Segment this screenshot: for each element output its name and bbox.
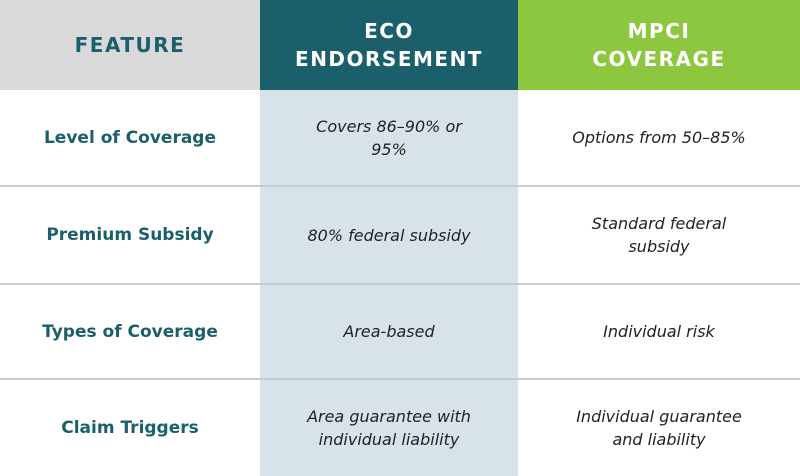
- row-label: Types of Coverage: [42, 321, 218, 342]
- row-label-cell: Level of Coverage: [0, 90, 260, 185]
- table-cell-cell: Individual guarantee and liability: [518, 378, 800, 476]
- row-label: Claim Triggers: [61, 418, 199, 438]
- table-cell-cell: Options from 50–85%: [518, 90, 800, 185]
- row-label-cell: Premium Subsidy: [0, 185, 260, 283]
- column-header-cell: MPCI COVERAGE: [518, 0, 800, 90]
- table-cell: 80% federal subsidy: [307, 225, 471, 245]
- row-label-cell: Types of Coverage: [0, 283, 260, 378]
- table-cell: Options from 50–85%: [572, 128, 746, 147]
- table-cell-cell: Area guarantee with individual liability: [260, 378, 518, 476]
- table-cell-cell: Area-based: [260, 283, 518, 378]
- table-cell-cell: Standard federal subsidy: [518, 185, 800, 283]
- column-header-cell: ECO ENDORSEMENT: [260, 0, 518, 90]
- row-label-cell: Claim Triggers: [0, 378, 260, 476]
- row-label: Premium Subsidy: [46, 225, 214, 245]
- table-cell-cell: Individual risk: [518, 283, 800, 378]
- column-header: ECO ENDORSEMENT: [295, 19, 483, 71]
- table-cell: Covers 86–90% or 95%: [316, 116, 462, 159]
- table-cell-cell: Covers 86–90% or 95%: [260, 90, 518, 185]
- table-cell: Individual guarantee and liability: [576, 407, 742, 449]
- table-cell: Area-based: [343, 322, 435, 341]
- column-header-cell: FEATURE: [0, 0, 260, 90]
- table-cell: Standard federal subsidy: [591, 214, 727, 256]
- table-cell: Area guarantee with individual liability: [307, 407, 471, 449]
- row-label: Level of Coverage: [43, 127, 217, 148]
- column-header: FEATURE: [74, 33, 186, 57]
- column-header: MPCI COVERAGE: [592, 19, 726, 71]
- table-cell: Individual risk: [603, 322, 715, 341]
- table-cell-cell: 80% federal subsidy: [260, 185, 518, 283]
